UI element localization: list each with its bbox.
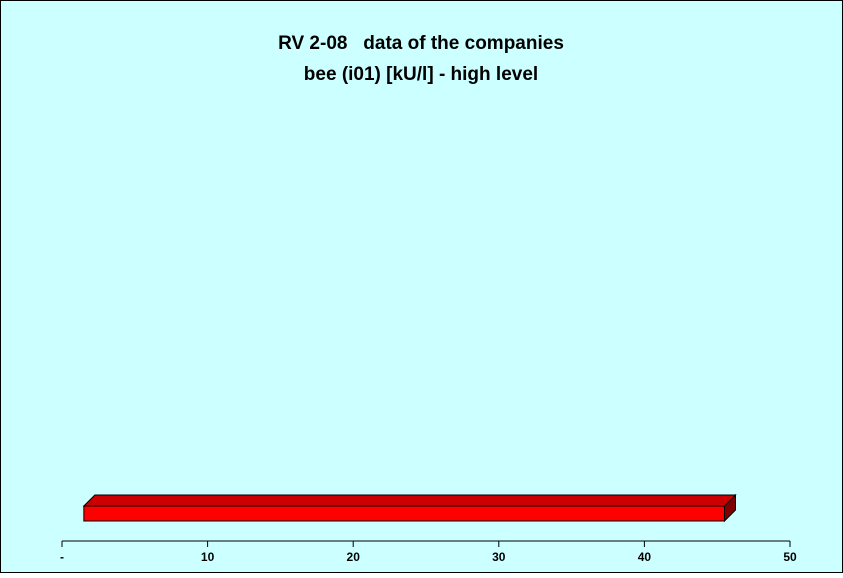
x-tick-label: 50 xyxy=(783,550,797,564)
chart-subtitle: bee (i01) [kU/l] - high level xyxy=(304,64,538,85)
bar xyxy=(83,505,725,522)
x-tick-label: 20 xyxy=(347,550,361,564)
bar-top xyxy=(82,494,737,507)
chart-title: RV 2-08 data of the companies xyxy=(278,33,564,54)
x-tick-label: - xyxy=(60,550,64,564)
x-tick-label: 10 xyxy=(201,550,215,564)
x-tick-label: 30 xyxy=(492,550,506,564)
x-tick-label: 40 xyxy=(638,550,652,564)
